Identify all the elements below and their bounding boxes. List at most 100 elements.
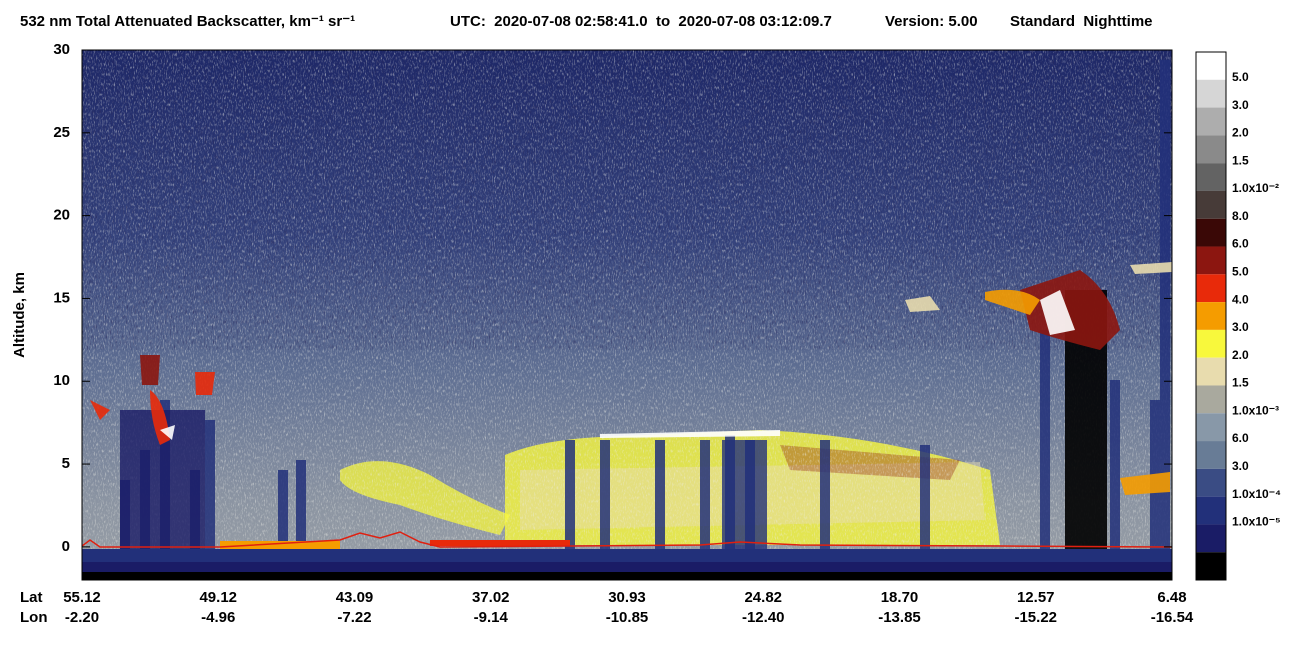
x-row-name: Lon: [20, 609, 48, 626]
x-tick-label: -13.85: [878, 609, 921, 626]
cloud: [985, 289, 1040, 315]
y-tick-label: 25: [53, 124, 70, 141]
colorbar-bin: [1196, 246, 1226, 275]
x-tick-label: -4.96: [201, 609, 235, 626]
colorbar-label: 3.0: [1232, 98, 1249, 112]
colorbar-label: 3.0: [1232, 320, 1249, 334]
version: Version: 5.00: [885, 13, 978, 30]
cloud-shadow: [920, 445, 930, 550]
surface-return: [220, 541, 340, 549]
cloud-shadow: [655, 440, 665, 550]
colorbar-label: 1.0x10⁻⁵: [1232, 515, 1281, 529]
colorbar-label: 1.0x10⁻³: [1232, 403, 1279, 417]
colorbar-bin: [1196, 218, 1226, 247]
chart-title: 532 nm Total Attenuated Backscatter, km⁻…: [20, 13, 355, 30]
y-tick-label: 30: [53, 41, 70, 58]
y-axis-label: Altitude, km: [11, 272, 28, 358]
x-tick-label: 55.12: [63, 589, 101, 606]
colorbar-label: 2.0: [1232, 348, 1249, 362]
colorbar-label: 1.0x10⁻⁴: [1232, 487, 1281, 501]
x-tick-label: 12.57: [1017, 589, 1055, 606]
colorbar-bin: [1196, 524, 1226, 553]
x-tick-label: -16.54: [1151, 609, 1194, 626]
cloud-shadow: [722, 440, 767, 550]
colorbar-bin: [1196, 441, 1226, 469]
x-tick-label: 37.02: [472, 589, 510, 606]
surface-line: [82, 531, 1172, 548]
cloud: [905, 296, 940, 312]
colorbar-label: 5.0: [1232, 70, 1249, 84]
cloud-top: [160, 425, 175, 440]
colorbar-bin: [1196, 302, 1226, 330]
colorbar-label: 8.0: [1232, 209, 1249, 223]
colorbar-bin: [1196, 79, 1226, 108]
surface-return: [430, 540, 570, 546]
cloud-shadow: [1040, 330, 1050, 550]
x-tick-label: 30.93: [608, 589, 646, 606]
colorbar-label: 3.0: [1232, 459, 1249, 473]
y-tick-label: 5: [62, 455, 70, 472]
colorbar-bin: [1196, 468, 1226, 497]
colorbar-bin: [1196, 163, 1226, 191]
cloud-top: [1040, 290, 1075, 335]
y-tick-label: 10: [53, 372, 70, 389]
x-tick-label: -12.40: [742, 609, 785, 626]
x-tick-label: -2.20: [65, 609, 99, 626]
y-tick-label: 20: [53, 207, 70, 224]
colorbar-label: 1.5: [1232, 153, 1249, 167]
cloud-top: [600, 430, 780, 438]
x-tick-label: 24.82: [744, 589, 782, 606]
mode: Standard Nighttime: [1010, 13, 1153, 30]
colorbar-bin: [1196, 52, 1226, 80]
colorbar-bin: [1196, 357, 1226, 386]
x-tick-label: 6.48: [1157, 589, 1186, 606]
cloud-shadow: [565, 440, 575, 550]
cloud-shadow: [600, 440, 610, 550]
x-tick-label: -9.14: [474, 609, 509, 626]
x-tick-label: 49.12: [199, 589, 237, 606]
surface: [82, 562, 1172, 572]
cloud: [1020, 270, 1120, 350]
colorbar-label: 6.0: [1232, 237, 1249, 251]
cloud-shadow: [1160, 60, 1170, 550]
colorbar-bin: [1196, 385, 1226, 414]
colorbar-bin: [1196, 496, 1226, 525]
x-tick-label: 18.70: [881, 589, 919, 606]
curtain: [82, 50, 1172, 580]
cloud-shadow: [278, 470, 288, 550]
colorbar-bin: [1196, 135, 1226, 164]
colorbar-label: 4.0: [1232, 292, 1249, 306]
cloud: [1130, 262, 1172, 274]
colorbar-label: 6.0: [1232, 431, 1249, 445]
cloud-shadow: [205, 420, 215, 550]
colorbar-label: 1.0x10⁻²: [1232, 181, 1279, 195]
colorbar-frame: [1195, 51, 1227, 581]
colorbar-bin: [1196, 552, 1226, 580]
colorbar-bin: [1196, 190, 1226, 219]
y-tick-label: 15: [53, 289, 70, 306]
cloud: [195, 372, 215, 395]
colorbar-bin: [1196, 107, 1226, 136]
x-tick-label: -10.85: [606, 609, 649, 626]
cloud: [140, 355, 160, 385]
y-tick-label: 0: [62, 538, 70, 555]
colorbar-label: 2.0: [1232, 126, 1249, 140]
utc-range: UTC: 2020-07-08 02:58:41.0 to 2020-07-08…: [450, 13, 832, 30]
x-tick-label: -15.22: [1014, 609, 1057, 626]
x-tick-label: 43.09: [336, 589, 374, 606]
x-row-name: Lat: [20, 589, 43, 606]
colorbar-bin: [1196, 274, 1226, 303]
cloud: [1120, 472, 1170, 495]
cloud-shadow: [296, 460, 306, 550]
cloud-shadow: [1110, 380, 1120, 550]
colorbar-bin: [1196, 413, 1226, 442]
x-tick-label: -7.22: [337, 609, 371, 626]
cloud: [90, 400, 110, 420]
cloud-shadow: [820, 440, 830, 550]
colorbar-label: 1.5: [1232, 376, 1249, 390]
colorbar-bin: [1196, 329, 1226, 358]
cloud-shadow: [700, 440, 710, 550]
colorbar-label: 5.0: [1232, 264, 1249, 278]
